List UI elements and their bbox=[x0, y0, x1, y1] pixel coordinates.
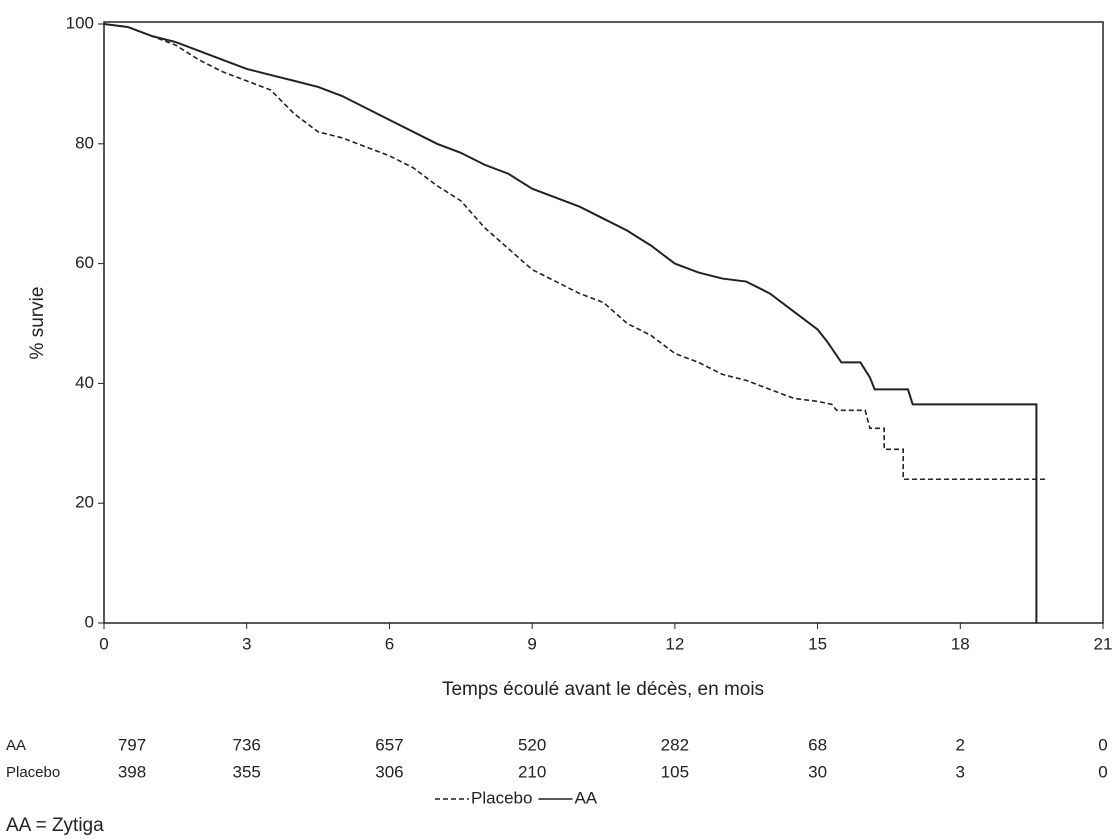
risk-count: 68 bbox=[808, 735, 827, 754]
y-tick-label: 0 bbox=[85, 612, 94, 631]
x-axis-label: Temps écoulé avant le décès, en mois bbox=[442, 679, 764, 700]
y-tick-label: 60 bbox=[75, 253, 94, 272]
y-tick-label: 40 bbox=[75, 373, 94, 392]
risk-count: 282 bbox=[661, 735, 689, 754]
survival-curve bbox=[103, 23, 1038, 623]
risk-count: 2 bbox=[956, 735, 965, 754]
risk-row-label: AA bbox=[6, 737, 26, 754]
risk-count: 0 bbox=[1098, 762, 1107, 781]
risk-count: 105 bbox=[661, 762, 689, 781]
risk-count: 797 bbox=[118, 735, 146, 754]
risk-count: 657 bbox=[375, 735, 403, 754]
x-tick-label: 6 bbox=[385, 634, 394, 653]
x-tick-label: 18 bbox=[951, 634, 970, 653]
risk-count: 30 bbox=[808, 762, 827, 781]
risk-count: 3 bbox=[956, 762, 965, 781]
y-axis-label: % survie bbox=[27, 287, 48, 360]
y-tick-label: 80 bbox=[75, 133, 94, 152]
y-tick-label: 20 bbox=[75, 493, 94, 512]
x-tick-label: 15 bbox=[808, 634, 827, 653]
risk-count: 736 bbox=[233, 735, 261, 754]
risk-count: 520 bbox=[518, 735, 546, 754]
y-tick-label: 100 bbox=[66, 13, 94, 32]
risk-row-label: Placebo bbox=[6, 764, 60, 781]
x-tick-label: 12 bbox=[665, 634, 684, 653]
risk-count: 0 bbox=[1098, 735, 1107, 754]
plot-frame bbox=[103, 21, 1104, 624]
x-tick-label: 21 bbox=[1094, 634, 1113, 653]
footnote: AA = Zytiga bbox=[6, 815, 104, 836]
x-tick-label: 0 bbox=[99, 634, 108, 653]
survival-curve bbox=[103, 23, 1046, 481]
risk-count: 306 bbox=[375, 762, 403, 781]
legend-label: AA bbox=[574, 788, 597, 807]
x-tick-label: 9 bbox=[527, 634, 536, 653]
risk-count: 398 bbox=[118, 762, 146, 781]
x-tick-label: 3 bbox=[242, 634, 251, 653]
risk-count: 210 bbox=[518, 762, 546, 781]
legend-label: Placebo bbox=[471, 788, 532, 807]
risk-count: 355 bbox=[233, 762, 261, 781]
